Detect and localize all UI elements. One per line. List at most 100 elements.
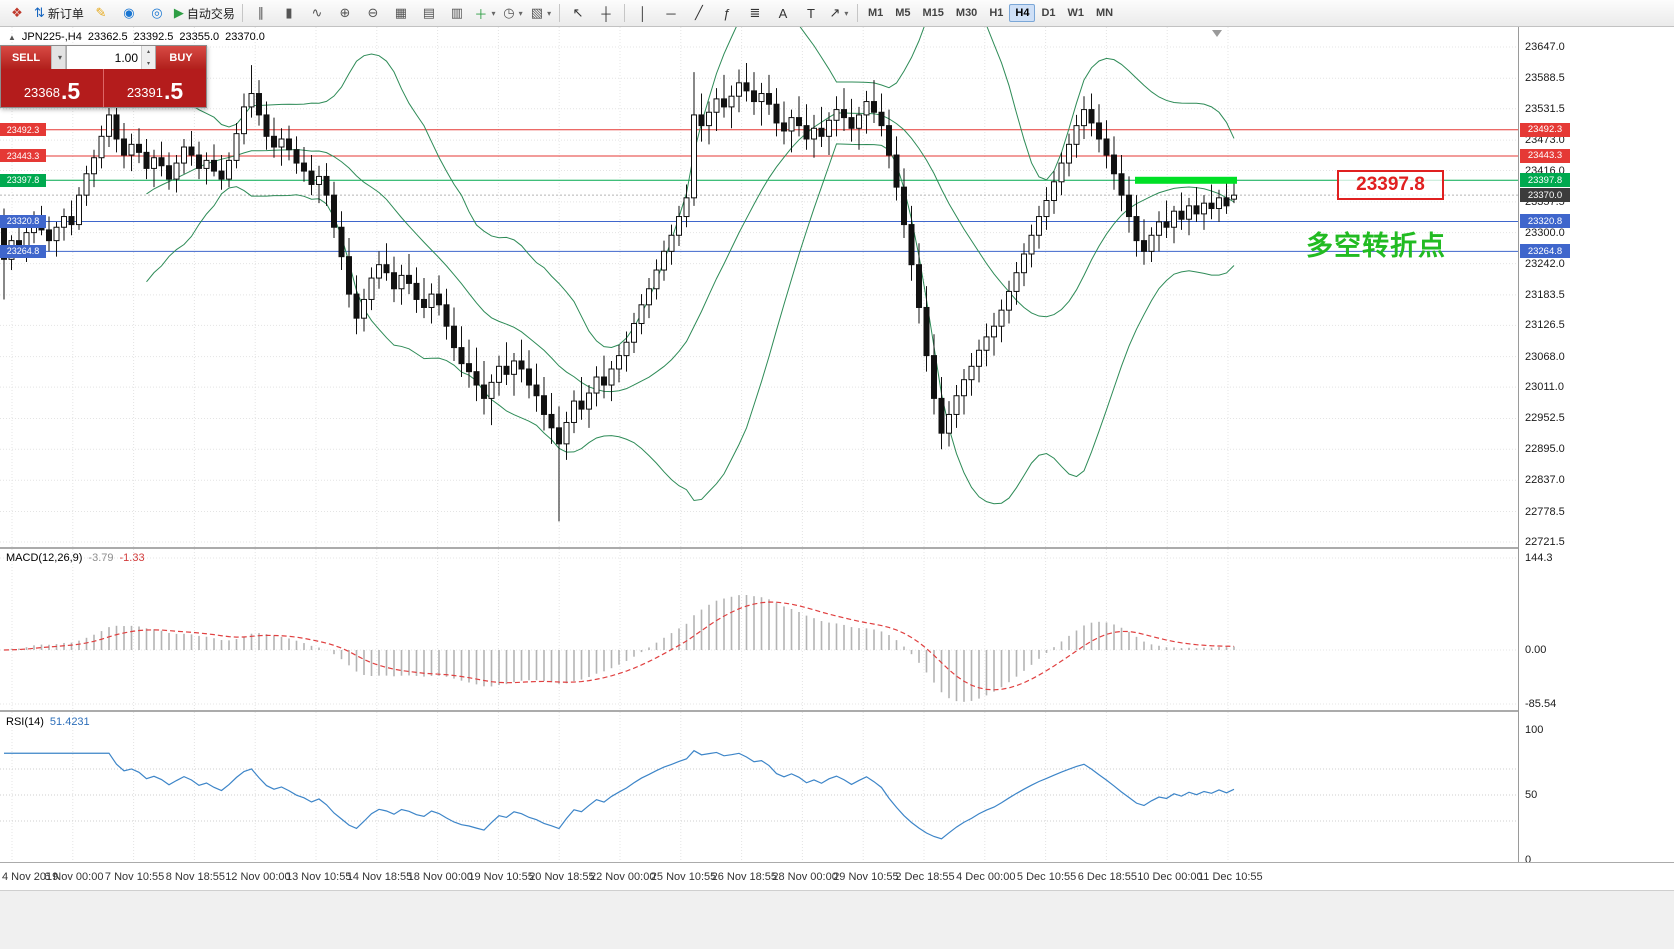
volume-up-button[interactable]: ▴ bbox=[142, 46, 155, 58]
bar-chart-button[interactable]: ∥ bbox=[247, 2, 275, 24]
candle-body bbox=[203, 159, 210, 169]
candle-body bbox=[916, 264, 922, 308]
tf-H4[interactable]: H4 bbox=[1009, 4, 1036, 22]
tf-M30[interactable]: M30 bbox=[955, 7, 978, 19]
window-bottom-strip bbox=[0, 890, 1674, 949]
volume-input[interactable] bbox=[67, 46, 141, 69]
candle-body bbox=[638, 304, 645, 325]
candle-body bbox=[751, 90, 757, 103]
time-scale[interactable]: 4 Nov 2019 6 Nov 00:00 7 Nov 10:55 8 Nov 18… bbox=[0, 862, 1674, 890]
toolbar-separator bbox=[558, 4, 560, 22]
time-axis-label: 4 Nov 2019 bbox=[2, 871, 59, 883]
candle-body bbox=[188, 146, 195, 156]
candle-body bbox=[1096, 122, 1102, 140]
crosshair-button[interactable]: ┼ bbox=[592, 2, 620, 24]
pivot-highlight-segment[interactable] bbox=[1135, 176, 1237, 184]
tf-D1[interactable]: D1 bbox=[1041, 7, 1056, 19]
sell-price-main: 23368 bbox=[23, 85, 60, 100]
one-click-collapse-toggle[interactable]: ▲ bbox=[8, 32, 16, 42]
trendline-button[interactable]: ╱ bbox=[685, 2, 713, 24]
candle-chart-button[interactable]: ▮ bbox=[275, 2, 303, 24]
candle-body bbox=[601, 376, 607, 386]
candle-body bbox=[136, 143, 142, 153]
vertical-line-button[interactable]: │ bbox=[629, 2, 657, 24]
candle-body bbox=[436, 293, 442, 306]
tf-M5[interactable]: M5 bbox=[895, 7, 911, 19]
label-icon: T bbox=[806, 5, 815, 21]
app-icon-icon: ❖ bbox=[11, 5, 23, 20]
candle-body bbox=[218, 170, 225, 180]
add-indicator-button[interactable]: ＋ ▾ bbox=[471, 2, 499, 24]
time-axis-label: 28 Nov 00:00 bbox=[772, 871, 838, 883]
profiles-button[interactable]: ◉ bbox=[115, 2, 143, 24]
grid-icon: ▦ bbox=[394, 5, 408, 20]
candle-body bbox=[571, 400, 577, 423]
metaeditor-button[interactable]: ✎ bbox=[87, 2, 115, 24]
volume-field: ▴ ▾ bbox=[66, 46, 156, 69]
price-annotation-box[interactable]: 23397.8 bbox=[1337, 170, 1444, 200]
candle-body bbox=[541, 395, 547, 415]
buy-price[interactable]: 23391.5 bbox=[104, 69, 206, 107]
channel-icon: ≣ bbox=[749, 5, 761, 20]
volume-stepper: ▴ ▾ bbox=[141, 46, 155, 69]
pane-splitter-rsi[interactable] bbox=[0, 710, 1674, 712]
time-axis-label: 20 Nov 18:55 bbox=[529, 871, 595, 883]
grid-button[interactable]: ▦ bbox=[387, 2, 415, 24]
zoom-in-button[interactable]: ⊕ bbox=[331, 2, 359, 24]
profiles-icon: ◉ bbox=[123, 5, 135, 20]
tf-MN[interactable]: MN bbox=[1096, 7, 1114, 19]
macd-indicator-label: MACD(12,26,9) -3.79 -1.33 bbox=[6, 552, 145, 564]
cursor-icon: ↖ bbox=[572, 5, 584, 20]
chart-shift-marker[interactable] bbox=[1212, 30, 1222, 37]
time-axis-label: 4 Dec 00:00 bbox=[956, 871, 1016, 883]
candle-body bbox=[428, 293, 435, 308]
templates-button[interactable]: ▧ ▾ bbox=[527, 2, 555, 24]
tile-vertical-button[interactable]: ▥ bbox=[443, 2, 471, 24]
candle-body bbox=[1058, 162, 1065, 183]
ohlc-open: 23362.5 bbox=[87, 31, 128, 43]
candle-body bbox=[113, 114, 120, 140]
new-order-button-label: 新订单 bbox=[47, 6, 84, 21]
candle-body bbox=[998, 309, 1005, 327]
tf-W1[interactable]: W1 bbox=[1067, 7, 1085, 19]
sell-price[interactable]: 23368.5 bbox=[1, 69, 104, 107]
text-button[interactable]: A bbox=[769, 2, 797, 24]
arrows-button[interactable]: ↗ ▾ bbox=[825, 2, 853, 24]
candle-body bbox=[158, 157, 165, 167]
label-button[interactable]: T bbox=[797, 2, 825, 24]
sell-button[interactable]: SELL bbox=[1, 46, 51, 69]
price-scale[interactable]: 23647.023588.523531.523473.023416.023357… bbox=[1518, 27, 1674, 949]
volume-down-button[interactable]: ▾ bbox=[142, 57, 155, 69]
candle-body bbox=[788, 117, 795, 132]
candle-body bbox=[721, 98, 727, 108]
new-order-button[interactable]: ⇅ 新订单 bbox=[31, 2, 87, 24]
time-axis-label: 18 Nov 00:00 bbox=[407, 871, 474, 883]
channel-button[interactable]: ≣ bbox=[741, 2, 769, 24]
candle-body bbox=[1028, 234, 1035, 255]
cursor-button[interactable]: ↖ bbox=[564, 2, 592, 24]
tf-M15[interactable]: M15 bbox=[922, 7, 944, 19]
candle-body bbox=[736, 82, 742, 97]
pivot-annotation-text[interactable]: 多空转折点 bbox=[1306, 231, 1446, 261]
fibonacci-button[interactable]: ƒ bbox=[713, 2, 741, 24]
candle-body bbox=[668, 234, 675, 252]
candle-body bbox=[1156, 221, 1162, 236]
arrows-icon: ↗ bbox=[829, 5, 841, 20]
horizontal-line-button[interactable]: ─ bbox=[657, 2, 685, 24]
buy-button[interactable]: BUY bbox=[156, 46, 206, 69]
refresh-button[interactable]: ◎ bbox=[143, 2, 171, 24]
volume-preset-dropdown[interactable]: ▾ bbox=[51, 46, 66, 69]
candle-body bbox=[361, 298, 367, 319]
candle-body bbox=[1081, 109, 1087, 127]
toolbar-separator bbox=[856, 4, 858, 22]
tf-M1[interactable]: M1 bbox=[867, 7, 884, 19]
tile-horizontal-button[interactable]: ▤ bbox=[415, 2, 443, 24]
candle-body bbox=[1193, 205, 1200, 215]
auto-trading-button[interactable]: ▶ 自动交易 bbox=[171, 2, 238, 24]
pane-splitter-macd[interactable] bbox=[0, 547, 1674, 549]
period-button[interactable]: ◷ ▾ bbox=[499, 2, 527, 24]
line-chart-button[interactable]: ∿ bbox=[303, 2, 331, 24]
tf-H1[interactable]: H1 bbox=[989, 7, 1004, 19]
zoom-out-button[interactable]: ⊖ bbox=[359, 2, 387, 24]
candle-body bbox=[1013, 272, 1020, 292]
